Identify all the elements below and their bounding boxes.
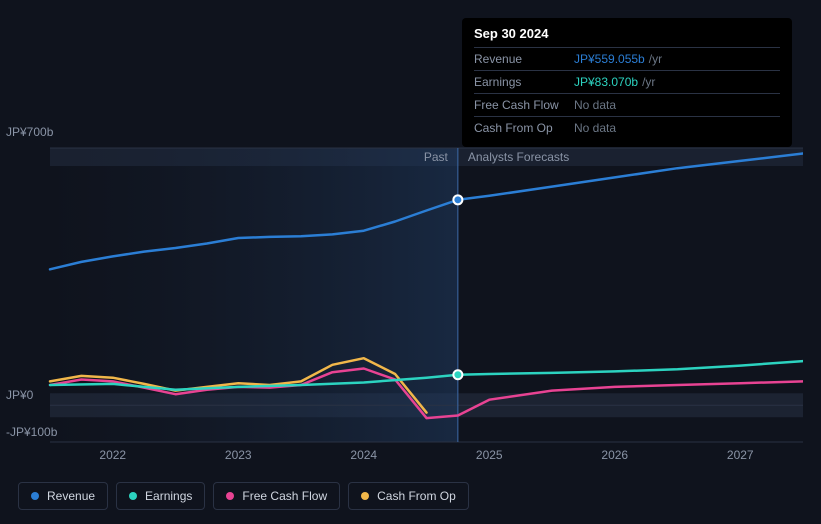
tooltip-label: Earnings [474,75,574,89]
legend-label: Cash From Op [377,489,456,503]
tooltip-suffix: /yr [642,75,655,89]
tooltip-nodata: No data [574,98,616,112]
zone-label-past: Past [424,150,448,164]
zone-label-future: Analysts Forecasts [468,150,569,164]
legend-item-earnings[interactable]: Earnings [116,482,205,510]
legend-dot-icon [129,492,137,500]
legend-dot-icon [226,492,234,500]
tooltip-value: JP¥559.055b [574,52,645,66]
x-tick-label: 2023 [225,448,252,462]
legend-dot-icon [31,492,39,500]
chart-legend: Revenue Earnings Free Cash Flow Cash From O… [18,482,469,510]
tooltip-label: Revenue [474,52,574,66]
y-tick-label: JP¥0 [6,388,33,402]
tooltip-label: Free Cash Flow [474,98,574,112]
x-tick-label: 2024 [350,448,377,462]
legend-item-revenue[interactable]: Revenue [18,482,108,510]
tooltip-date: Sep 30 2024 [474,26,780,48]
tooltip-nodata: No data [574,121,616,135]
legend-item-cfo[interactable]: Cash From Op [348,482,469,510]
y-tick-label: JP¥700b [6,125,53,139]
tooltip-row: RevenueJP¥559.055b/yr [474,48,780,71]
tooltip-value: JP¥83.070b [574,75,638,89]
tooltip-row: Cash From OpNo data [474,117,780,139]
y-tick-label: -JP¥100b [6,425,57,439]
tooltip-row: Free Cash FlowNo data [474,94,780,117]
legend-item-fcf[interactable]: Free Cash Flow [213,482,340,510]
x-tick-label: 2022 [99,448,126,462]
legend-dot-icon [361,492,369,500]
tooltip-suffix: /yr [649,52,662,66]
x-tick-label: 2027 [727,448,754,462]
tooltip-label: Cash From Op [474,121,574,135]
legend-label: Earnings [145,489,192,503]
legend-label: Revenue [47,489,95,503]
legend-label: Free Cash Flow [242,489,327,503]
chart-tooltip: Sep 30 2024 RevenueJP¥559.055b/yrEarning… [462,18,792,147]
tooltip-row: EarningsJP¥83.070b/yr [474,71,780,94]
x-tick-label: 2025 [476,448,503,462]
x-tick-label: 2026 [601,448,628,462]
